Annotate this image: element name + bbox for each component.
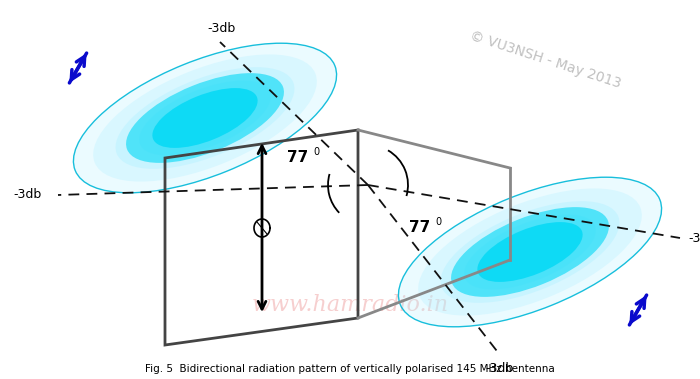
Ellipse shape	[464, 215, 596, 290]
Text: -3db: -3db	[208, 22, 236, 35]
Text: -3db: -3db	[486, 362, 514, 375]
Text: Fig. 5  Bidirectional radiation pattern of vertically polarised 145 MHz hentenna: Fig. 5 Bidirectional radiation pattern o…	[145, 364, 555, 374]
Ellipse shape	[418, 188, 642, 316]
Ellipse shape	[440, 201, 620, 303]
Ellipse shape	[451, 207, 609, 297]
Text: © VU3NSH - May 2013: © VU3NSH - May 2013	[468, 29, 622, 91]
Ellipse shape	[74, 43, 337, 193]
Ellipse shape	[477, 222, 582, 282]
Text: 0: 0	[435, 217, 441, 227]
Text: 77: 77	[410, 219, 430, 235]
Ellipse shape	[126, 73, 284, 163]
Ellipse shape	[398, 177, 662, 327]
Text: 77: 77	[288, 149, 309, 164]
Ellipse shape	[93, 55, 317, 182]
Text: -3db: -3db	[688, 232, 700, 244]
Ellipse shape	[116, 67, 295, 169]
Ellipse shape	[139, 81, 271, 155]
Text: 0: 0	[313, 147, 319, 157]
Text: www.hamradio.in: www.hamradio.in	[251, 294, 449, 316]
Text: -3db: -3db	[14, 188, 42, 200]
Ellipse shape	[153, 88, 258, 148]
